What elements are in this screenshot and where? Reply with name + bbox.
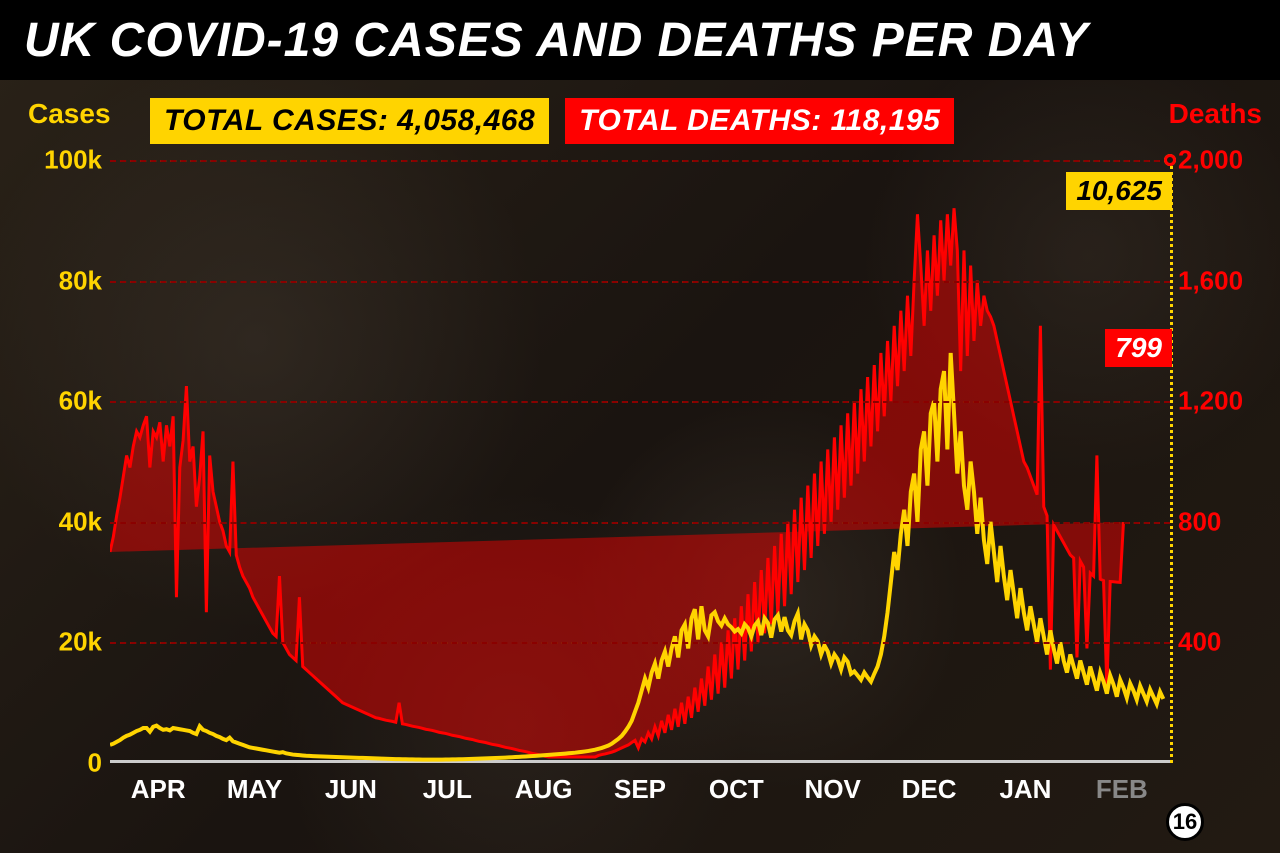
deaths-end-dot [1164, 154, 1176, 166]
gridline-right [110, 401, 1170, 403]
y-tick-left: 100k [32, 145, 102, 176]
total-cases-badge: TOTAL CASES: 4,058,468 [150, 98, 549, 144]
x-tick: MAY [227, 774, 282, 805]
x-tick: JAN [999, 774, 1051, 805]
series-svg [110, 160, 1170, 763]
chart-area: Cases Deaths TOTAL CASES: 4,058,468 TOTA… [0, 80, 1280, 853]
x-tick: FEB [1096, 774, 1148, 805]
y-tick-left: 40k [32, 506, 102, 537]
y-tick-left: 0 [32, 748, 102, 779]
gridline-right [110, 642, 1170, 644]
y-tick-left: 80k [32, 265, 102, 296]
x-tick: AUG [515, 774, 573, 805]
x-tick: OCT [709, 774, 764, 805]
y-tick-right: 800 [1178, 506, 1252, 537]
gridline-right [110, 522, 1170, 524]
x-tick: JUL [423, 774, 472, 805]
y-tick-right: 1,600 [1178, 265, 1252, 296]
x-tick: APR [131, 774, 186, 805]
y-tick-left: 20k [32, 627, 102, 658]
y-tick-right: 2,000 [1178, 145, 1252, 176]
total-deaths-badge: TOTAL DEATHS: 118,195 [565, 98, 954, 144]
x-tick: JUN [325, 774, 377, 805]
plot-region: 020k40k60k80k100k4008001,2001,6002,000AP… [110, 160, 1170, 763]
gridline-right [110, 160, 1170, 162]
x-tick: SEP [614, 774, 666, 805]
y-tick-right: 1,200 [1178, 386, 1252, 417]
chart-title-text: UK COVID-19 CASES AND DEATHS PER DAY [24, 13, 1089, 68]
y-axis-left-title: Cases [28, 98, 111, 130]
y-tick-left: 60k [32, 386, 102, 417]
day-badge: 16 [1166, 803, 1204, 841]
chart-title: UK COVID-19 CASES AND DEATHS PER DAY [0, 0, 1280, 80]
y-tick-right: 400 [1178, 627, 1252, 658]
y-axis-right-title: Deaths [1169, 98, 1262, 130]
cases-callout: 10,625 [1066, 172, 1172, 210]
totals-row: TOTAL CASES: 4,058,468 TOTAL DEATHS: 118… [150, 98, 954, 144]
x-tick: DEC [902, 774, 957, 805]
x-tick: NOV [805, 774, 861, 805]
deaths-callout: 799 [1105, 329, 1172, 367]
gridline-right [110, 281, 1170, 283]
cases-vline [1170, 160, 1173, 763]
